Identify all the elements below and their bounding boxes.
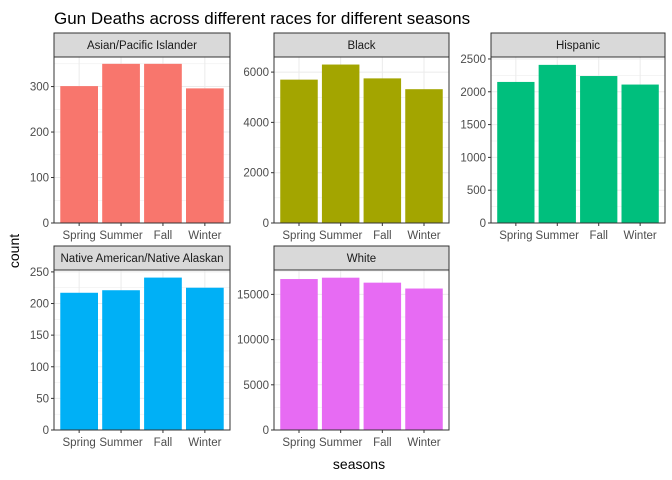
facet-strip — [53, 245, 231, 271]
x-tick-label: Fall — [373, 437, 392, 449]
panel-native-american-native-alaskan: Native American/Native Alaskan 0 50 100 150 2… — [30, 245, 231, 449]
y-tick-label: 0 — [263, 218, 269, 230]
y-tick-label: 4000 — [243, 117, 269, 129]
panel-black: Black 0 2000 4000 6000 Spring Summer Fall Winter — [243, 32, 450, 242]
y-tick-label: 200 — [30, 299, 49, 311]
bar-black-fall — [363, 78, 402, 223]
x-tick-label: Fall — [373, 230, 392, 242]
bar-white-spring — [280, 279, 318, 430]
facet-strip — [273, 32, 450, 58]
x-tick-label: Fall — [589, 230, 608, 242]
y-tick-label: 0 — [263, 425, 269, 437]
x-tick-label: Spring — [282, 437, 315, 449]
panel-border — [273, 56, 450, 224]
x-tick-label: Summer — [99, 437, 143, 449]
y-tick-label: 250 — [30, 267, 49, 279]
y-tick-label: 300 — [30, 82, 49, 94]
x-tick-label: Summer — [319, 230, 363, 242]
panel-hispanic: Hispanic 0 500 1000 1500 2000 2500 Spring Summer… — [460, 32, 666, 242]
y-tick-label: 150 — [30, 330, 49, 342]
bar-black-winter — [405, 89, 443, 223]
y-tick-label: 1000 — [460, 152, 486, 164]
panel-border — [273, 269, 450, 431]
facet-label: Hispanic — [556, 40, 600, 52]
bar-hispanic-fall — [580, 76, 618, 223]
y-tick-label: 100 — [30, 173, 49, 185]
facet-label: Black — [347, 40, 375, 52]
chart-title: Gun Deaths across different races for di… — [54, 9, 470, 28]
bar-asian-pacific-islander-winter — [186, 88, 224, 223]
bar-asian-pacific-islander-fall — [144, 63, 182, 224]
y-tick-label: 0 — [480, 218, 486, 230]
facet-label: Native American/Native Alaskan — [61, 253, 224, 265]
panel-border — [490, 56, 666, 224]
x-tick-label: Summer — [536, 230, 580, 242]
bar-native-american-native-alaskan-fall — [144, 277, 182, 430]
y-tick-label: 0 — [43, 218, 49, 230]
x-tick-label: Spring — [63, 437, 96, 449]
bar-hispanic-summer — [538, 64, 576, 223]
y-tick-label: 100 — [30, 362, 49, 374]
y-axis-title: count — [6, 234, 22, 268]
bar-white-fall — [363, 282, 402, 430]
y-tick-label: 6000 — [243, 67, 269, 79]
bar-native-american-native-alaskan-winter — [186, 287, 224, 430]
y-tick-label: 2000 — [460, 87, 486, 99]
facet-label: White — [347, 253, 376, 265]
panel-border — [53, 269, 231, 431]
x-tick-label: Winter — [407, 437, 440, 449]
x-tick-label: Fall — [154, 437, 173, 449]
y-tick-label: 10000 — [237, 335, 269, 347]
bar-black-summer — [321, 64, 360, 223]
bar-asian-pacific-islander-summer — [102, 63, 140, 224]
x-tick-label: Winter — [407, 230, 440, 242]
x-tick-label: Winter — [624, 230, 657, 242]
y-tick-label: 0 — [43, 425, 49, 437]
facet-label: Asian/Pacific Islander — [87, 40, 197, 52]
y-tick-label: 50 — [36, 393, 49, 405]
y-tick-label: 200 — [30, 127, 49, 139]
facet-strip — [273, 245, 450, 271]
bar-white-winter — [405, 288, 443, 430]
x-tick-label: Spring — [282, 230, 315, 242]
panel-asian-pacific-islander: Asian/Pacific Islander 0 100 200 300 Spring Su… — [30, 32, 231, 242]
bar-hispanic-spring — [497, 81, 535, 224]
x-tick-label: Summer — [99, 230, 143, 242]
facet-strip — [490, 32, 666, 58]
panel-border — [53, 56, 231, 224]
bar-hispanic-winter — [621, 84, 659, 223]
y-tick-label: 5000 — [243, 380, 269, 392]
bar-native-american-native-alaskan-summer — [102, 290, 140, 430]
y-tick-label: 500 — [467, 185, 486, 197]
facet-strip — [53, 32, 231, 58]
x-tick-label: Spring — [499, 230, 532, 242]
y-tick-label: 2000 — [243, 168, 269, 180]
y-tick-label: 2500 — [460, 54, 486, 66]
bar-black-spring — [280, 79, 318, 224]
x-tick-label: Winter — [188, 230, 221, 242]
x-tick-label: Winter — [188, 437, 221, 449]
bar-white-summer — [321, 277, 360, 430]
x-tick-label: Spring — [63, 230, 96, 242]
bar-asian-pacific-islander-spring — [60, 86, 98, 224]
x-axis-title: seasons — [333, 456, 385, 472]
x-tick-label: Fall — [154, 230, 173, 242]
x-tick-label: Summer — [319, 437, 363, 449]
panel-white: White 0 5000 10000 15000 Spring Summer Fall Wint… — [237, 245, 450, 449]
y-tick-label: 1500 — [460, 120, 486, 132]
bar-native-american-native-alaskan-spring — [60, 292, 98, 430]
y-tick-label: 15000 — [237, 289, 269, 301]
